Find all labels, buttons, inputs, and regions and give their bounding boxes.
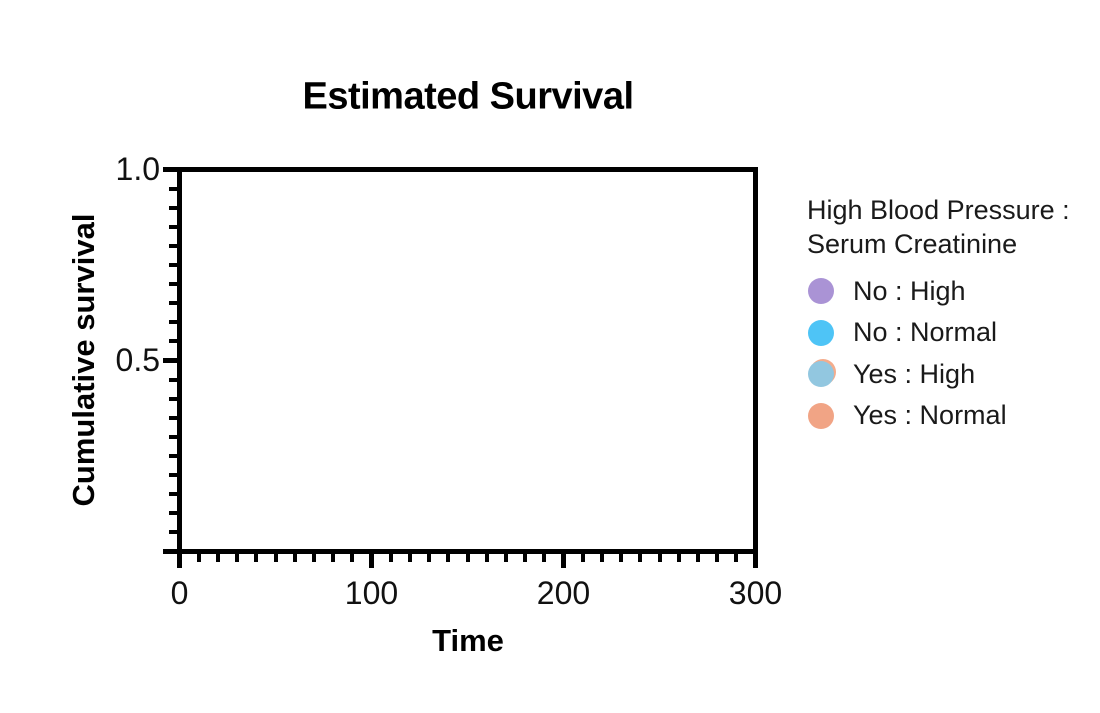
y-axis-major-tick	[163, 167, 177, 172]
x-axis-minor-tick	[695, 554, 700, 562]
y-axis-minor-tick	[169, 263, 177, 267]
y-axis-minor-tick	[169, 186, 177, 191]
y-axis-minor-tick	[169, 224, 177, 229]
x-axis-minor-tick	[427, 554, 432, 562]
x-axis-tick-label: 300	[728, 575, 783, 611]
x-axis-minor-tick	[465, 554, 470, 562]
x-axis-minor-tick	[484, 554, 489, 562]
chart-title: Estimated Survival	[302, 75, 634, 118]
legend-entry: Yes : Normal	[808, 395, 1007, 437]
x-axis-minor-tick	[446, 554, 451, 562]
x-axis-minor-tick	[657, 554, 662, 562]
y-axis-minor-tick	[169, 282, 177, 287]
x-axis-minor-tick	[523, 554, 528, 562]
y-axis-minor-tick	[169, 320, 177, 325]
legend-entry-label: Yes : Normal	[853, 400, 1007, 431]
x-axis-major-tick	[369, 554, 374, 568]
x-axis-tick-label: 100	[344, 575, 399, 611]
legend-swatch-circle	[808, 319, 834, 346]
y-axis-major-tick	[163, 549, 177, 554]
legend-entry: No : High	[808, 270, 966, 312]
x-axis-major-tick	[177, 554, 182, 568]
legend-entry: Yes : High	[808, 353, 975, 395]
legend-swatch-circle	[808, 278, 834, 304]
x-axis-minor-tick	[715, 554, 720, 562]
y-axis-minor-tick	[169, 492, 177, 497]
y-axis-minor-tick	[169, 377, 177, 382]
x-axis-minor-tick	[619, 554, 624, 562]
x-axis-minor-tick	[350, 554, 355, 562]
y-axis-minor-tick	[169, 339, 177, 344]
y-axis-major-tick	[163, 358, 177, 363]
x-axis-minor-tick	[407, 554, 412, 562]
x-axis-minor-tick	[580, 554, 585, 562]
y-axis-minor-tick	[169, 530, 177, 535]
legend-title: High Blood Pressure : Serum Creatinine	[807, 193, 1070, 261]
x-axis-minor-tick	[196, 554, 201, 562]
x-axis-minor-tick	[273, 554, 278, 562]
y-axis-tick-label: 0.5	[115, 341, 160, 378]
x-axis-minor-tick	[599, 554, 604, 562]
y-axis-minor-tick	[169, 511, 177, 516]
x-axis-major-tick	[753, 554, 758, 568]
x-axis-minor-tick	[542, 554, 547, 562]
legend-entry-label: Yes : High	[853, 358, 976, 389]
x-axis-minor-tick	[503, 554, 508, 562]
legend-swatch-circle	[808, 402, 834, 429]
legend-entry: No : Normal	[808, 312, 997, 354]
y-axis-minor-tick	[169, 243, 177, 248]
legend-swatch-circle	[808, 361, 834, 388]
x-axis-minor-tick	[331, 554, 336, 562]
x-axis-minor-tick	[676, 554, 681, 562]
y-axis-minor-tick	[169, 301, 177, 306]
x-axis-major-tick	[561, 554, 566, 568]
y-axis-minor-tick	[169, 473, 177, 478]
x-axis-minor-tick	[311, 554, 316, 562]
y-axis-minor-tick	[169, 396, 177, 401]
x-axis-minor-tick	[388, 554, 393, 562]
legend-entry-label: No : High	[853, 275, 966, 306]
x-axis-minor-tick	[638, 554, 643, 562]
x-axis-minor-tick	[292, 554, 297, 562]
y-axis-tick-label: 1.0	[115, 150, 160, 187]
x-axis-title: Time	[432, 623, 504, 658]
x-axis-tick-label: 0	[170, 575, 189, 611]
legend-title-line1: High Blood Pressure :	[807, 195, 1070, 225]
plot-area-frame	[177, 167, 758, 554]
x-axis-minor-tick	[734, 554, 739, 562]
y-axis-minor-tick	[169, 434, 177, 439]
x-axis-minor-tick	[235, 554, 240, 562]
y-axis-minor-tick	[169, 454, 177, 458]
x-axis-minor-tick	[254, 554, 259, 562]
x-axis-minor-tick	[215, 554, 220, 562]
x-axis-tick-label: 200	[536, 575, 591, 611]
y-axis-minor-tick	[169, 415, 177, 420]
legend-entry-label: No : Normal	[853, 317, 998, 348]
legend-title-line2: Serum Creatinine	[807, 229, 1018, 259]
y-axis-minor-tick	[169, 205, 177, 210]
